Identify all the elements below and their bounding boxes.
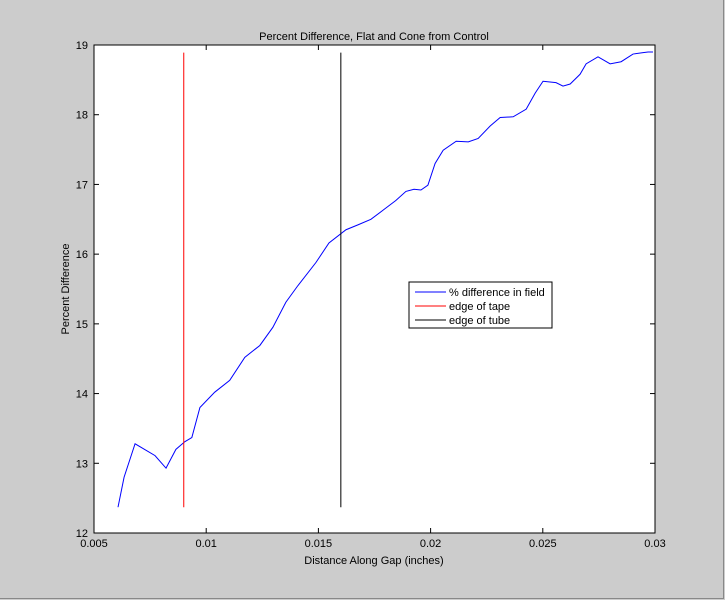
legend-label: edge of tube — [449, 315, 510, 327]
x-tick-label: 0.005 — [80, 538, 108, 550]
y-tick-label: 12 — [76, 528, 88, 540]
chart-title: Percent Difference, Flat and Cone from C… — [259, 31, 489, 43]
y-tick-label: 14 — [76, 389, 88, 401]
y-tick-label: 18 — [76, 110, 88, 122]
plot-area — [93, 44, 656, 534]
y-tick-label: 15 — [76, 319, 88, 331]
series-line — [117, 51, 653, 508]
legend: % difference in field edge of tape edge of… — [408, 281, 553, 329]
legend-label: edge of tape — [449, 301, 510, 313]
y-tick-label: 16 — [76, 249, 88, 261]
x-tick-label: 0.01 — [195, 538, 216, 550]
series-lines — [117, 51, 653, 508]
x-tick-label: 0.02 — [420, 538, 441, 550]
x-tick-label: 0.025 — [529, 538, 557, 550]
legend-label: % difference in field — [449, 287, 545, 299]
y-axis-label: Percent Difference — [60, 244, 72, 335]
x-tick-label: 0.03 — [644, 538, 665, 550]
x-tick-label: 0.015 — [305, 538, 333, 550]
y-tick-label: 19 — [76, 40, 88, 52]
x-axis-label: Distance Along Gap (inches) — [304, 555, 443, 567]
axis-ticks: 0.005 0.01 0.015 0.02 0.025 0.03 12 13 14 15 16 17 1… — [76, 40, 666, 550]
y-tick-label: 13 — [76, 458, 88, 470]
y-tick-label: 17 — [76, 179, 88, 191]
